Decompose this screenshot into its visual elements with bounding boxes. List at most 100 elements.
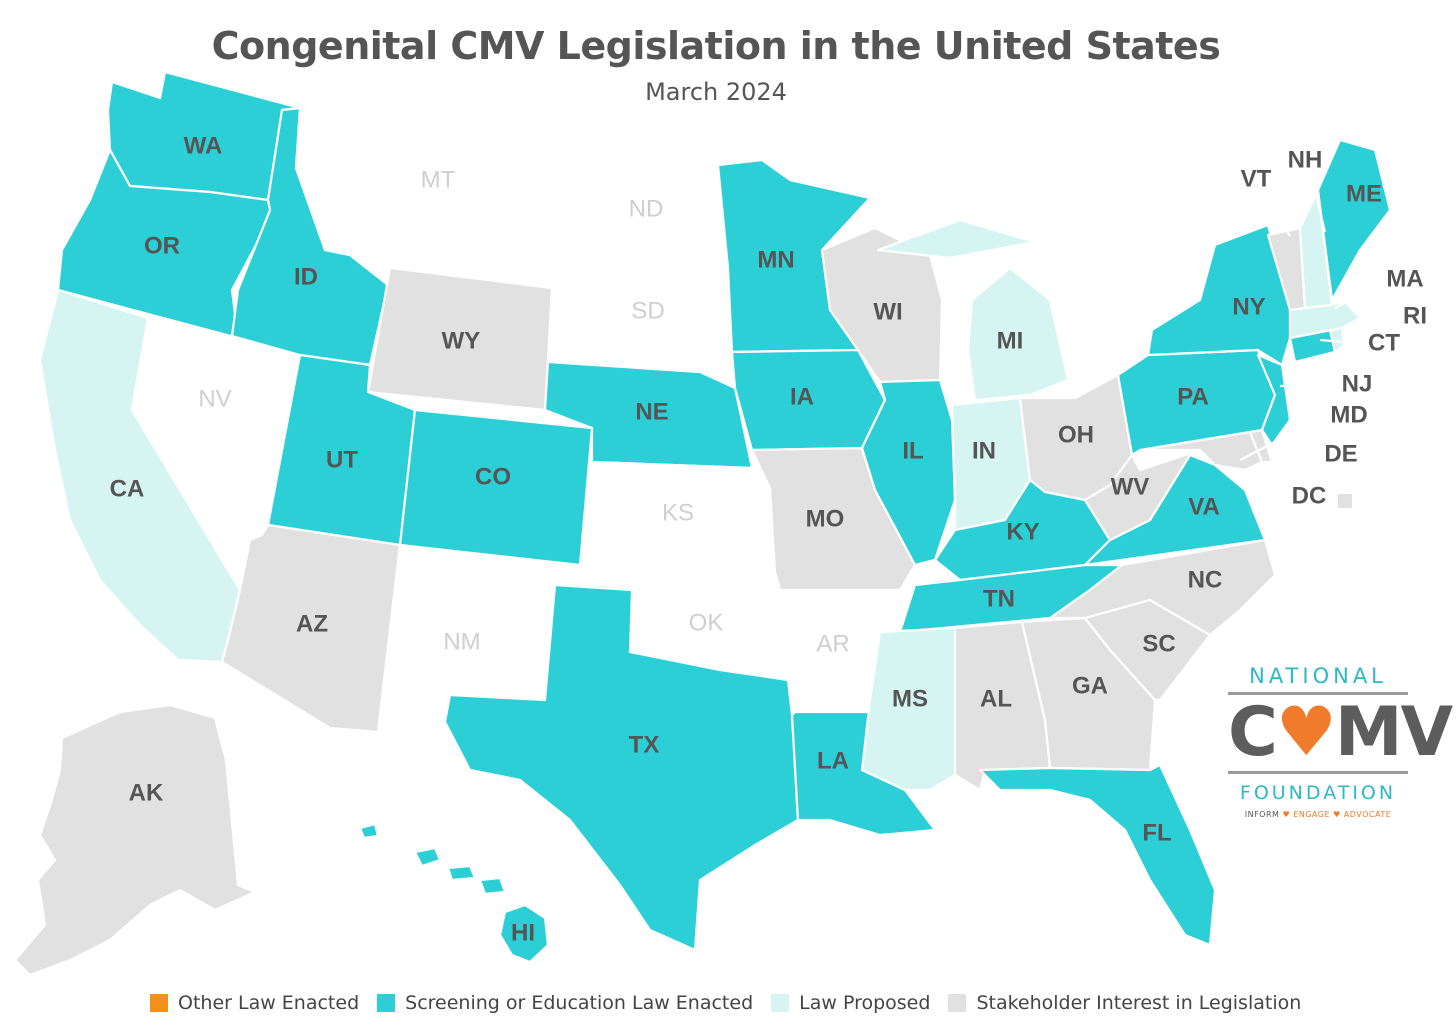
label-MT: MT [421, 166, 456, 193]
state-AK[interactable] [13, 703, 257, 977]
logo-c: C [1228, 693, 1278, 772]
label-PA: PA [1177, 383, 1209, 410]
leader-nj [1279, 382, 1343, 388]
label-VT: VT [1241, 165, 1272, 192]
dc-marker [1338, 494, 1352, 508]
legend-item-screening: Screening or Education Law Enacted [377, 992, 753, 1014]
label-AK: AK [129, 779, 164, 806]
label-LA: LA [817, 747, 849, 774]
label-OH: OH [1058, 421, 1094, 448]
label-CT: CT [1368, 329, 1400, 356]
label-NV: NV [198, 385, 231, 412]
label-SD: SD [631, 297, 664, 324]
tag-advocate: ADVOCATE [1343, 810, 1392, 819]
label-WI: WI [873, 298, 902, 325]
label-MS: MS [892, 685, 928, 712]
label-MD: MD [1330, 401, 1367, 428]
legend-swatch-other [150, 994, 168, 1012]
label-DC: DC [1292, 482, 1327, 509]
legend-label-other: Other Law Enacted [178, 992, 360, 1014]
label-CO: CO [475, 463, 511, 490]
state-NY[interactable] [1146, 223, 1292, 367]
leader-ri [1344, 316, 1397, 336]
legend-swatch-screening [377, 994, 396, 1012]
us-map: WA OR ID MT ND SD MN WI MI WY NV CA UT C… [13, 70, 1427, 977]
heart-icon: ♥ [1333, 810, 1341, 819]
map-title: Congenital CMV Legislation in the United… [211, 24, 1221, 68]
heart-icon: ♥ [1275, 693, 1337, 772]
state-TX[interactable] [443, 583, 800, 952]
heart-icon: ♥ [1282, 810, 1291, 819]
label-NH: NH [1288, 146, 1323, 173]
label-TX: TX [629, 731, 660, 758]
leader-de [1267, 456, 1319, 466]
label-NC: NC [1188, 566, 1223, 593]
label-WY: WY [442, 327, 481, 354]
label-KY: KY [1006, 518, 1039, 545]
label-AL: AL [980, 685, 1012, 712]
state-MA[interactable] [1288, 300, 1362, 340]
label-FL: FL [1142, 819, 1171, 846]
label-DE: DE [1324, 440, 1357, 467]
logo-cmv: C♥MV [1228, 692, 1453, 774]
label-WA: WA [184, 132, 223, 159]
state-MI[interactable] [876, 218, 1070, 402]
label-KS: KS [662, 499, 694, 526]
legend-label-screening: Screening or Education Law Enacted [405, 992, 754, 1014]
label-ID: ID [294, 263, 318, 290]
leader-vt [1261, 195, 1291, 237]
label-AZ: AZ [296, 610, 328, 637]
state-labels: WA OR ID MT ND SD MN WI MI WY NV CA UT C… [110, 132, 1427, 946]
label-CA: CA [110, 475, 145, 502]
logo-mv: MV [1334, 693, 1453, 772]
state-OR[interactable] [56, 148, 274, 340]
label-WV: WV [1111, 473, 1150, 500]
label-HI: HI [511, 919, 535, 946]
state-FL[interactable] [978, 763, 1217, 947]
state-NC[interactable] [1048, 538, 1277, 637]
logo-tagline: INFORM ♥ ENGAGE ♥ ADVOCATE [1228, 810, 1408, 819]
label-IL: IL [902, 437, 923, 464]
legend-swatch-stakeholder [948, 994, 967, 1012]
label-SC: SC [1142, 630, 1175, 657]
label-ME: ME [1346, 180, 1382, 207]
label-GA: GA [1072, 672, 1108, 699]
label-NE: NE [635, 398, 668, 425]
label-IN: IN [972, 437, 996, 464]
label-UT: UT [326, 446, 358, 473]
legend-label-proposed: Law Proposed [799, 992, 931, 1014]
label-IA: IA [790, 383, 814, 410]
label-VA: VA [1188, 493, 1220, 520]
legend-item-proposed: Law Proposed [771, 992, 930, 1014]
state-HI[interactable] [358, 822, 550, 964]
state-ME[interactable] [1316, 138, 1392, 302]
leader-md [1239, 415, 1326, 461]
leader-ct [1319, 338, 1369, 346]
label-MA: MA [1386, 265, 1423, 292]
legend-label-stakeholder: Stakeholder Interest in Legislation [976, 992, 1302, 1014]
label-TN: TN [983, 585, 1015, 612]
legend-item-stakeholder: Stakeholder Interest in Legislation [948, 992, 1301, 1014]
label-ND: ND [629, 195, 664, 222]
leader-nh [1310, 177, 1327, 233]
legend: Other Law Enacted Screening or Education… [150, 992, 1301, 1014]
leader-ma [1334, 283, 1379, 309]
label-AR: AR [816, 630, 849, 657]
state-AR[interactable] [778, 588, 902, 714]
national-cmv-foundation-logo: NATIONAL C♥MV FOUNDATION INFORM ♥ ENGAGE… [1228, 664, 1453, 819]
tag-inform: INFORM [1244, 810, 1280, 819]
state-NH[interactable] [1298, 188, 1334, 310]
legend-item-other: Other Law Enacted [150, 992, 359, 1014]
label-NJ: NJ [1342, 370, 1373, 397]
leader-dc [1239, 484, 1281, 498]
logo-line1: NATIONAL [1249, 664, 1387, 688]
label-RI: RI [1403, 302, 1427, 329]
tag-engage: ENGAGE [1293, 810, 1331, 819]
label-OK: OK [689, 609, 724, 636]
label-NY: NY [1232, 293, 1265, 320]
state-IL[interactable] [860, 378, 957, 567]
logo-line3: FOUNDATION [1239, 782, 1397, 804]
label-NM: NM [443, 628, 480, 655]
map-subtitle: March 2024 [645, 78, 787, 106]
label-MN: MN [757, 246, 794, 273]
